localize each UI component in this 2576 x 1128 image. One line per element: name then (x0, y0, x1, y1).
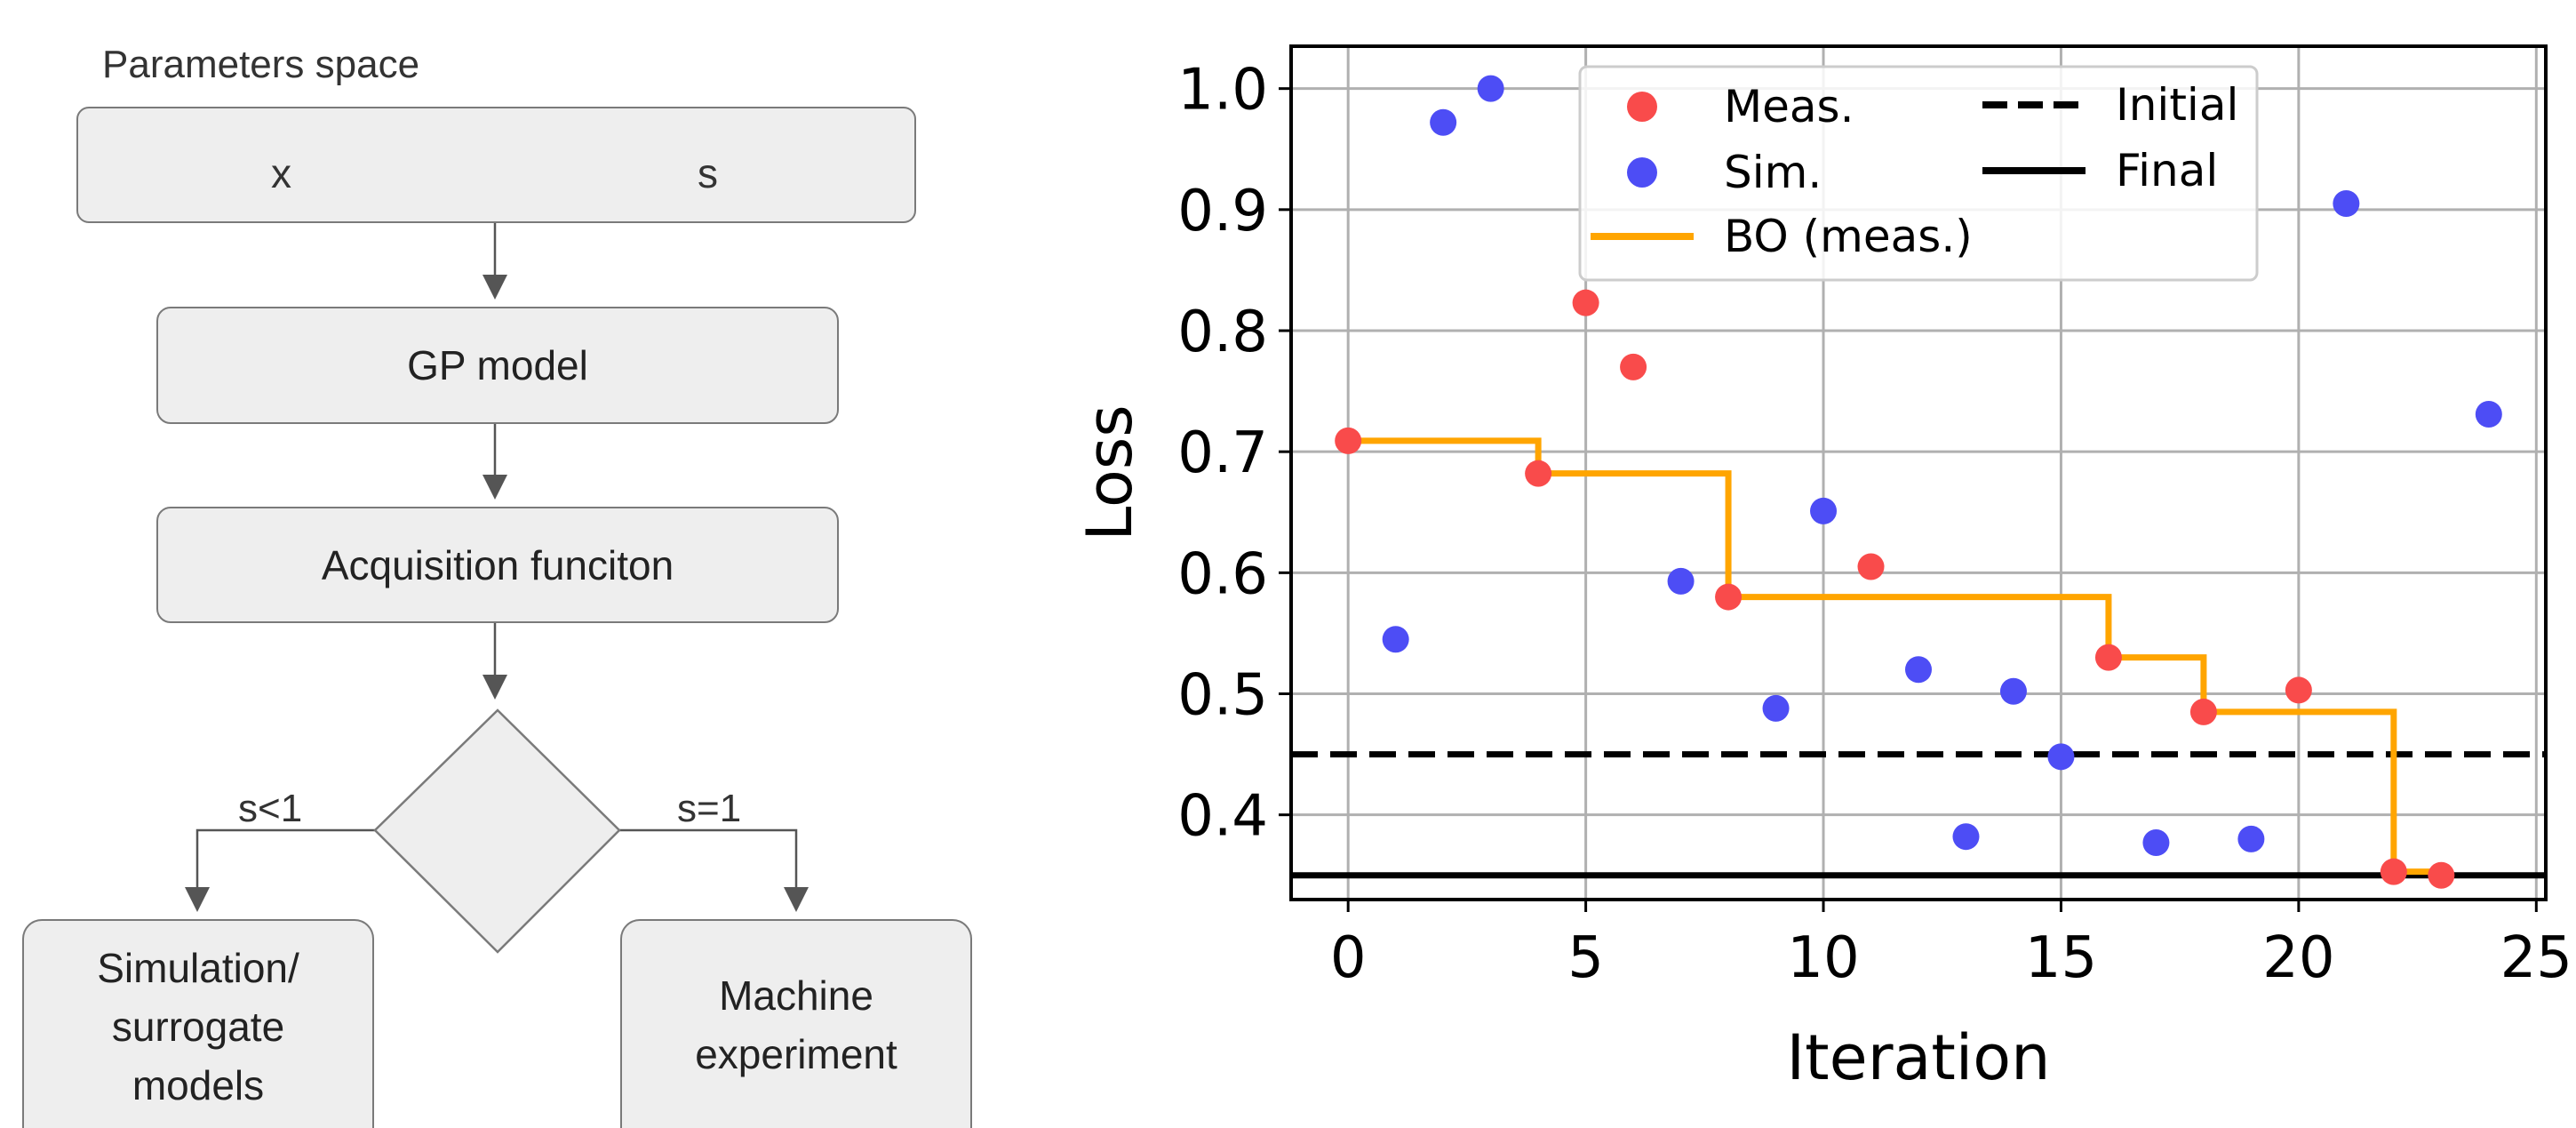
param-s-label: s (698, 150, 718, 196)
sim-point (2142, 829, 2170, 856)
y-tick-label: 0.4 (1177, 784, 1268, 850)
y-tick-label: 1.0 (1177, 58, 1268, 124)
legend-label: Initial (2116, 79, 2238, 131)
reference-lines (1291, 751, 2546, 879)
sim-point (1382, 626, 1409, 653)
bo-step-line (1348, 437, 2442, 876)
legend-marker (1627, 157, 1657, 188)
branch-right-label: s=1 (677, 787, 742, 830)
arrowhead (483, 675, 507, 700)
axes-frame (1289, 44, 2548, 901)
meas-point (1335, 427, 1362, 454)
y-tick-label: 0.8 (1177, 300, 1268, 365)
x-tick-label: 10 (1787, 925, 1859, 991)
meas-point (2094, 644, 2122, 671)
x-tick-label: 15 (2025, 925, 2097, 991)
param-x-label: x (271, 150, 291, 196)
machine-experiment-box: Machine experiment (620, 919, 972, 1128)
bo-step-line (1348, 437, 2442, 876)
parameters-box (76, 107, 916, 223)
legend-marker (1627, 92, 1657, 122)
legend-box (1578, 65, 2259, 282)
x-tick-label: 5 (1567, 925, 1604, 991)
legend-label: Final (2116, 145, 2218, 196)
meas-point (2189, 698, 2217, 725)
y-tick-label: 0.5 (1177, 663, 1268, 729)
y-tick-label: 0.7 (1177, 420, 1268, 486)
acquisition-function-box: Acquisition funciton (156, 507, 839, 623)
loss-chart: 0 5 10 15 20 25 0.4 0.5 0.6 0.7 0.8 0.9 1.0 Iteratio… (1073, 44, 2572, 1094)
meas-point (1572, 289, 1599, 316)
y-tick-label: 0.9 (1177, 179, 1268, 244)
legend: Meas. Sim. BO (meas.) Initial Final (1578, 65, 2259, 282)
x-axis-label: Iteration (1787, 1021, 2051, 1094)
y-tick-label: 0.6 (1177, 541, 1268, 607)
arrowhead (483, 475, 507, 500)
sim-point (1999, 677, 2027, 705)
flowchart-connectors (185, 223, 809, 954)
x-tick-label: 25 (2500, 925, 2572, 991)
gp-model-box: GP model (156, 307, 839, 424)
meas-point (2285, 676, 2312, 704)
sim-point (1430, 108, 1457, 136)
decision-diamond (373, 708, 621, 954)
x-tick-label: 20 (2262, 925, 2334, 991)
y-axis-label: Loss (1073, 404, 1146, 541)
ticks: 0 5 10 15 20 25 0.4 0.5 0.6 0.7 0.8 0.9 1.0 (1177, 58, 2572, 991)
meas-point (1857, 553, 1885, 580)
parameters-space-label: Parameters space (102, 43, 420, 86)
meas-point (1525, 460, 1552, 487)
arrowhead (483, 275, 507, 300)
sim-point (1810, 497, 1838, 524)
simulation-box: Simulation/ surrogate models (22, 919, 374, 1128)
arrowhead (784, 887, 809, 912)
sim-point (1477, 75, 1504, 102)
sim-point (2237, 825, 2265, 852)
legend-label: BO (meas.) (1724, 211, 1973, 262)
sim-point (1905, 656, 1932, 684)
sim-point (1952, 823, 1980, 851)
meas-point (1620, 353, 1647, 380)
sim-point (1762, 694, 1790, 722)
sim-point (1667, 567, 1695, 595)
sim-point (2047, 743, 2075, 771)
arrowhead (185, 887, 210, 912)
legend-label: Sim. (1724, 147, 1822, 198)
flowchart: Parameters space x s GP model Acquisitio… (0, 0, 986, 1128)
branch-left-label: s<1 (238, 787, 303, 830)
sim-point (2333, 190, 2360, 218)
sim-point (2475, 400, 2502, 428)
data-points (1335, 75, 2502, 889)
meas-point (1715, 583, 1743, 611)
meas-point (2380, 858, 2407, 885)
x-tick-label: 0 (1330, 925, 1367, 991)
legend-label: Meas. (1724, 81, 1854, 132)
meas-point (2428, 861, 2455, 889)
